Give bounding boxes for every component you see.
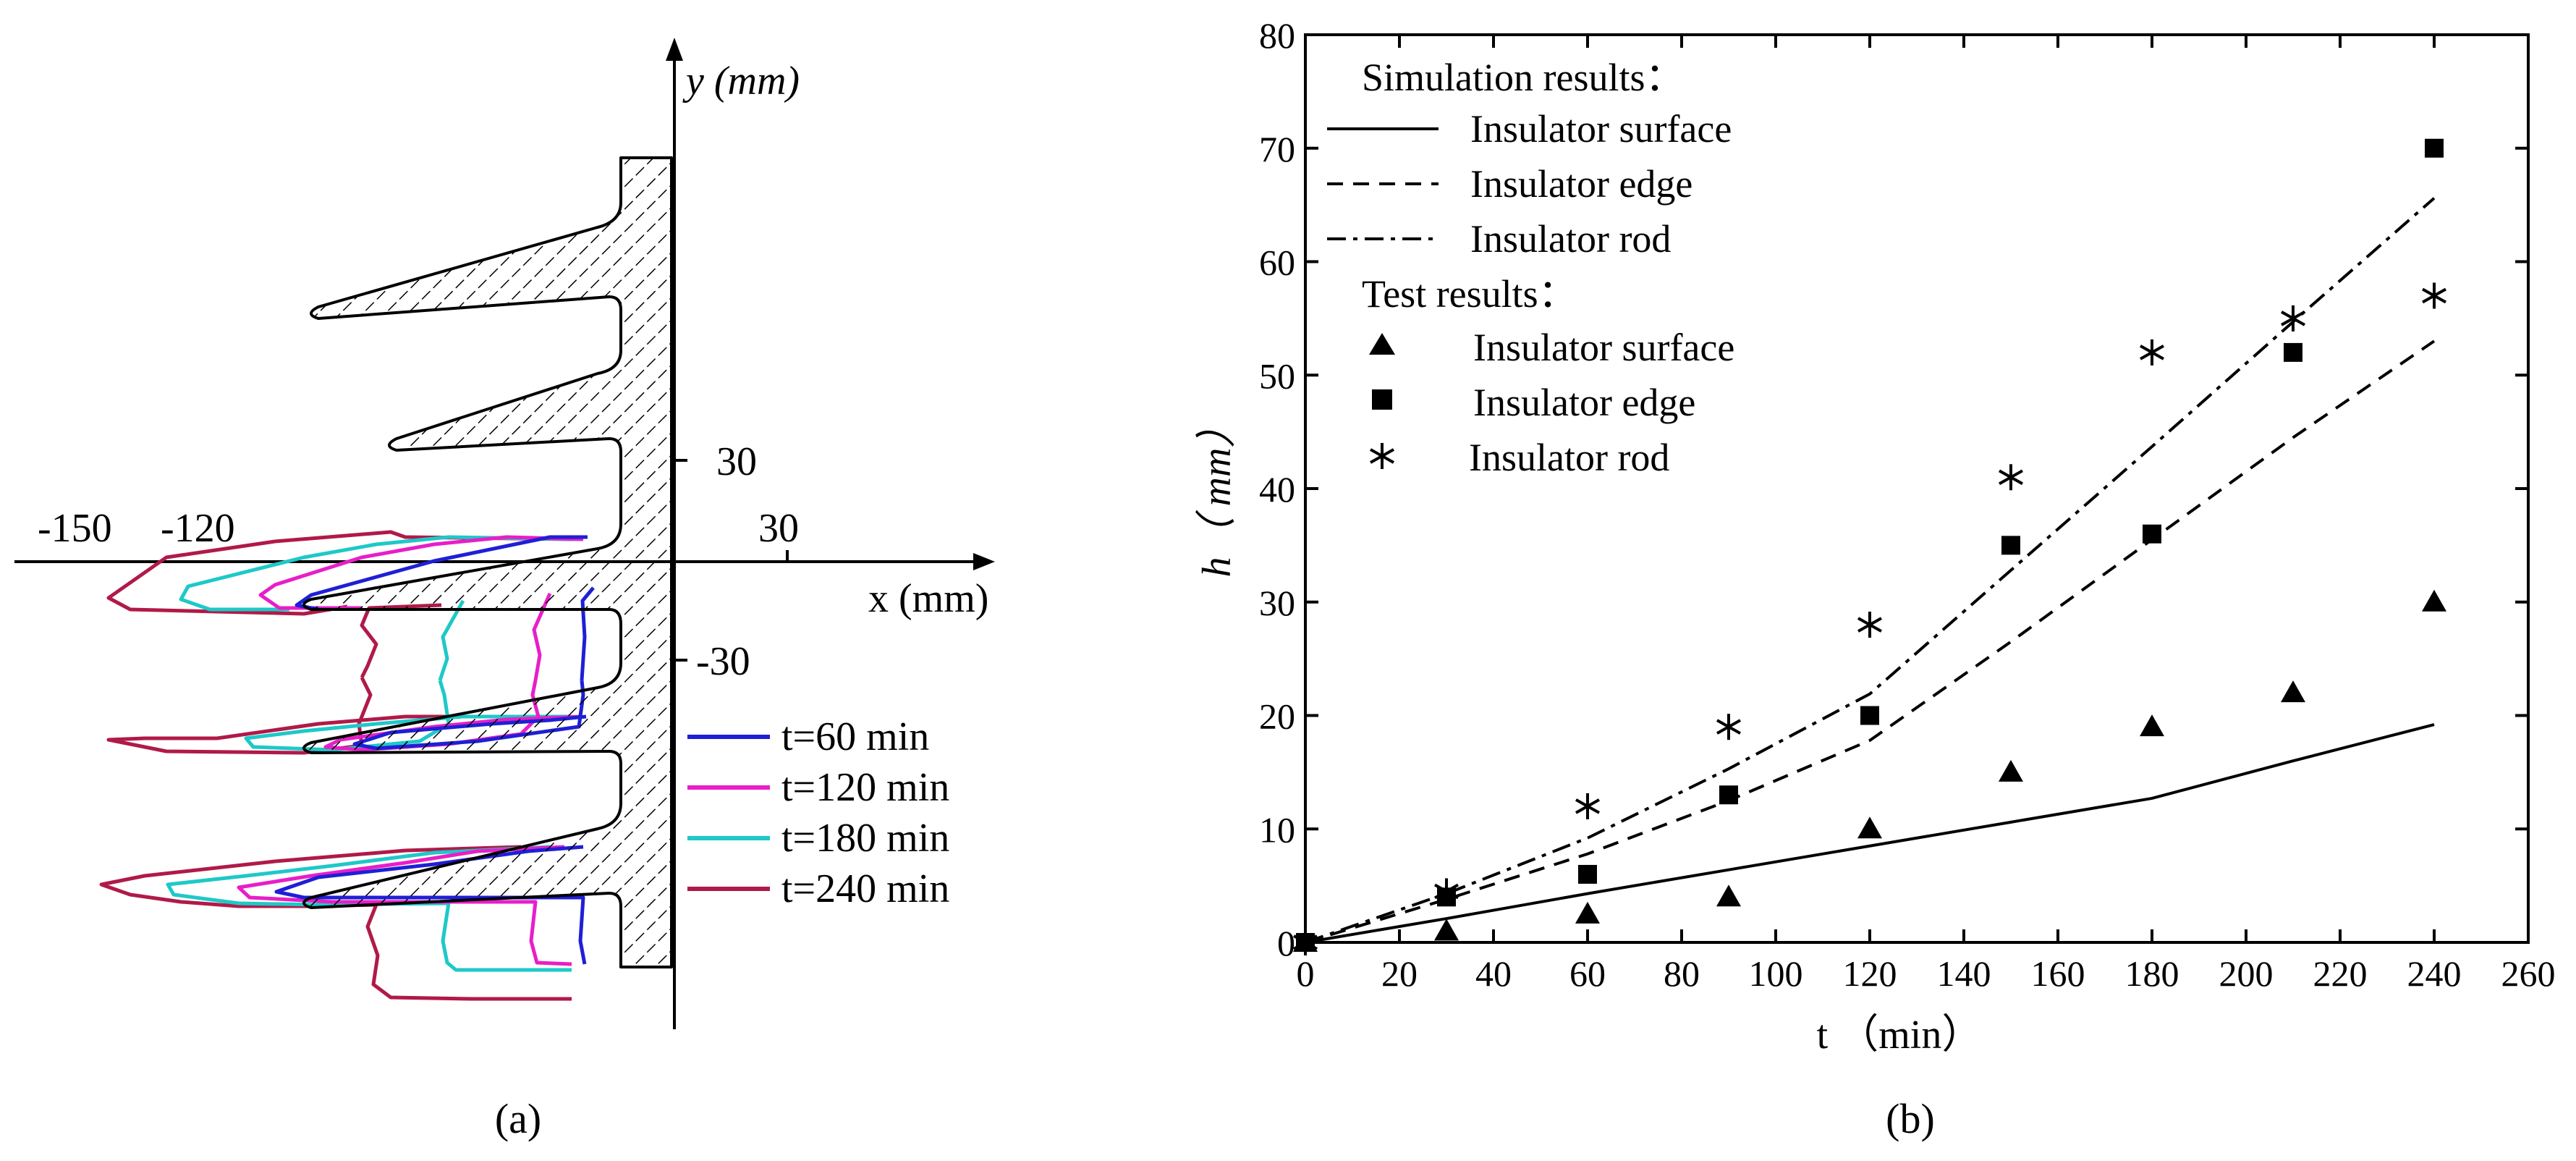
y-tick-label: 60 <box>1259 242 1295 283</box>
panel-a-y-tick-label: -30 <box>696 639 750 684</box>
marker-insulator-rod-test <box>1293 929 1318 955</box>
marker-insulator-edge-test <box>1719 785 1738 805</box>
panel-a-insulator-ice-profile: y (mm) x (mm) -150 -120 30 30 -30 t=60 m… <box>14 38 995 1142</box>
panel-b-x-axis-label: t （min） <box>1817 1013 1983 1057</box>
marker-insulator-rod-test <box>2140 339 2164 366</box>
y-tick-label: 30 <box>1259 583 1295 623</box>
marker-insulator-rod-test <box>1575 793 1600 819</box>
y-tick-label: 20 <box>1259 696 1295 737</box>
legend-sim-surface: Insulator surface <box>1470 107 1732 151</box>
x-tick-label: 100 <box>1749 953 1803 994</box>
y-tick-label: 0 <box>1277 923 1295 963</box>
x-tick-label: 0 <box>1297 953 1315 994</box>
panel-a-legend: t=60 min t=120 min t=180 min t=240 min <box>687 714 949 911</box>
y-tick-label: 10 <box>1259 809 1295 850</box>
panel-b-y-axis-label: h（ mm） <box>1195 408 1240 578</box>
marker-insulator-surface-test <box>1999 759 2023 782</box>
marker-insulator-surface-test <box>2281 680 2305 703</box>
marker-insulator-rod-test <box>2422 282 2446 309</box>
marker-insulator-edge-test <box>2001 536 2020 555</box>
panel-a-y-axis-label: y (mm) <box>682 59 800 104</box>
panel-b-legend: Simulation results： Insulator surface In… <box>1327 56 1734 479</box>
marker-insulator-rod-test <box>2281 305 2305 332</box>
panel-a-x-tick-label: -150 <box>38 506 112 551</box>
ice-profile-t120 <box>237 535 584 966</box>
panel-b-tick-labels: 0 20 40 60 80 100 120 140 160 180 200 220 240 260 0 10 2… <box>1259 15 2556 994</box>
ice-profile-t60 <box>274 535 595 965</box>
marker-insulator-edge-test <box>2143 524 2161 544</box>
legend-test-rod: Insulator rod <box>1469 436 1669 479</box>
legend-test-heading: Test results： <box>1362 272 1577 316</box>
y-tick-label: 80 <box>1259 15 1295 56</box>
marker-insulator-surface-test <box>2422 589 2446 612</box>
panel-a-y-axis-arrow <box>666 38 683 61</box>
x-tick-label: 260 <box>2501 953 2556 994</box>
x-tick-label: 40 <box>1475 953 1512 994</box>
x-tick-label: 200 <box>2219 953 2274 994</box>
marker-insulator-rod-test <box>1716 714 1741 740</box>
series-line-insulator-surface-simulation <box>1305 723 2435 944</box>
x-tick-label: 140 <box>1937 953 1991 994</box>
legend-label: t=240 min <box>781 866 949 911</box>
marker-insulator-surface-test <box>1716 885 1741 907</box>
x-tick-label: 20 <box>1381 953 1418 994</box>
marker-insulator-edge-test <box>1860 706 1879 725</box>
panel-a-x-tick-label: 30 <box>758 506 799 551</box>
x-tick-label: 160 <box>2031 953 2085 994</box>
marker-insulator-edge-test <box>1578 864 1597 884</box>
x-tick-label: 240 <box>2407 953 2462 994</box>
panel-a-x-tick-label: -120 <box>161 506 235 551</box>
legend-label: t=180 min <box>781 816 949 861</box>
marker-insulator-rod-test <box>1434 878 1459 905</box>
x-tick-label: 80 <box>1664 953 1700 994</box>
marker-insulator-surface-test <box>1857 816 1882 839</box>
panel-b-ice-thickness-chart: 0 20 40 60 80 100 120 140 160 180 200 220 240 260 0 10 2… <box>1195 15 2556 1142</box>
legend-test-surface: Insulator surface <box>1473 326 1734 369</box>
legend-marker-square <box>1372 389 1392 410</box>
x-tick-label: 60 <box>1569 953 1606 994</box>
legend-label: t=120 min <box>781 765 949 810</box>
legend-sim-edge: Insulator edge <box>1470 162 1692 206</box>
x-tick-label: 220 <box>2313 953 2368 994</box>
y-tick-label: 70 <box>1259 129 1295 169</box>
legend-test-edge: Insulator edge <box>1473 381 1695 424</box>
marker-insulator-edge-test <box>2425 138 2444 158</box>
panel-b-label: (b) <box>1886 1095 1935 1142</box>
series-line-insulator-edge-simulation <box>1305 339 2436 944</box>
legend-marker-triangle <box>1369 333 1395 355</box>
ice-profile-t180 <box>166 535 580 972</box>
y-tick-label: 40 <box>1259 469 1295 510</box>
legend-label: t=60 min <box>781 714 929 759</box>
panel-b-ticks <box>1304 33 2530 944</box>
y-tick-label: 50 <box>1259 355 1295 396</box>
marker-insulator-surface-test <box>1434 919 1459 941</box>
panel-a-x-axis-arrow <box>973 553 995 570</box>
panel-b-series <box>1293 138 2446 955</box>
marker-insulator-edge-test <box>2284 342 2302 362</box>
legend-marker-asterisk <box>1370 443 1394 469</box>
marker-insulator-rod-test <box>1999 464 2023 491</box>
panel-a-label: (a) <box>495 1095 541 1142</box>
marker-insulator-surface-test <box>2140 714 2164 737</box>
panel-a-y-tick-label: 30 <box>716 439 757 484</box>
ice-profile-t240 <box>99 530 574 1001</box>
legend-sim-rod: Insulator rod <box>1470 217 1671 261</box>
insulator-cross-section <box>302 156 673 968</box>
x-tick-label: 120 <box>1843 953 1897 994</box>
marker-insulator-surface-test <box>1575 901 1600 924</box>
legend-sim-heading: Simulation results： <box>1362 56 1685 99</box>
series-line-insulator-rod-simulation <box>1305 197 2436 944</box>
panel-a-x-axis-label: x (mm) <box>868 576 988 621</box>
ice-profiles <box>99 530 595 1001</box>
x-tick-label: 180 <box>2125 953 2179 994</box>
marker-insulator-rod-test <box>1857 612 1882 638</box>
